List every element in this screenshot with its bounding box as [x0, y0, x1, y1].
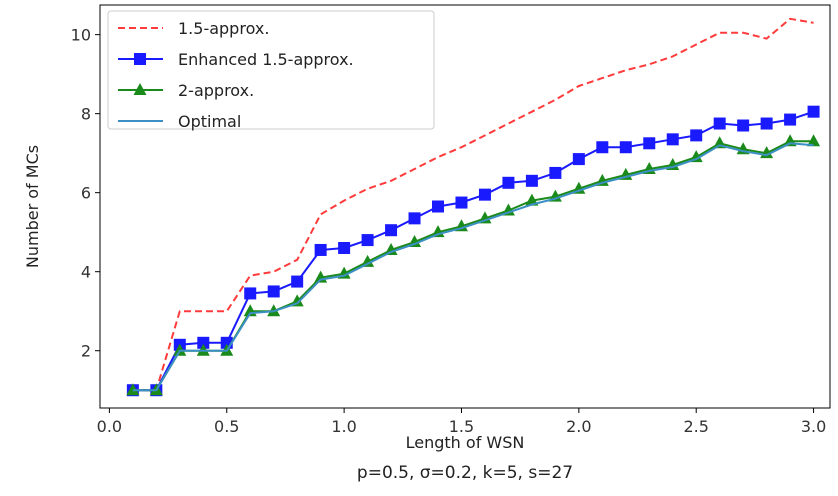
- data-point-enhanced-1-5-approx: [291, 275, 304, 288]
- data-point-enhanced-1-5-approx: [713, 117, 726, 130]
- data-point-enhanced-1-5-approx: [244, 287, 257, 300]
- data-point-enhanced-1-5-approx: [807, 105, 820, 118]
- data-point-enhanced-1-5-approx: [197, 336, 210, 349]
- data-point-enhanced-1-5-approx: [525, 174, 538, 187]
- x-axis-label: Length of WSN: [406, 433, 525, 452]
- data-point-enhanced-1-5-approx: [314, 243, 327, 256]
- series-line-1-5-approx: [132, 17, 814, 392]
- legend-label: 1.5-approx.: [178, 19, 269, 38]
- x-tick-label: 3.0: [801, 417, 826, 436]
- y-tick-label: 10: [71, 26, 91, 45]
- y-tick-label: 6: [81, 184, 91, 203]
- data-point-enhanced-1-5-approx: [572, 153, 585, 166]
- y-tick-label: 8: [81, 105, 91, 124]
- series-optimal: [132, 142, 814, 392]
- legend-item-enhanced-1-5-approx: Enhanced 1.5-approx.: [118, 50, 354, 69]
- legend-item-optimal: Optimal: [118, 112, 241, 131]
- data-point-2-approx: [572, 181, 586, 194]
- data-point-2-approx: [384, 242, 398, 255]
- data-point-enhanced-1-5-approx: [643, 137, 656, 150]
- data-point-enhanced-1-5-approx: [478, 188, 491, 201]
- series-2-approx: [126, 134, 821, 396]
- x-tick-label: 2.5: [683, 417, 708, 436]
- x-tick-label: 1.0: [331, 417, 356, 436]
- data-point-enhanced-1-5-approx: [549, 166, 562, 179]
- legend-label: Optimal: [178, 112, 241, 131]
- data-point-enhanced-1-5-approx: [737, 119, 750, 132]
- legend-item-1-5-approx: 1.5-approx.: [118, 19, 269, 38]
- series-line-enhanced-1-5-approx: [132, 110, 814, 392]
- data-point-enhanced-1-5-approx: [385, 224, 398, 237]
- plot-frame: [99, 4, 831, 409]
- x-tick-label: 0.0: [97, 417, 122, 436]
- y-axis: 2 4 6 8 10: [71, 26, 100, 361]
- series-line-optimal: [132, 142, 814, 392]
- series-layer: [126, 17, 821, 397]
- legend-label: 2-approx.: [178, 81, 254, 100]
- data-point-2-approx: [525, 193, 539, 206]
- data-point-enhanced-1-5-approx: [760, 117, 773, 130]
- data-point-enhanced-1-5-approx: [784, 113, 797, 126]
- data-point-enhanced-1-5-approx: [690, 129, 703, 142]
- data-point-enhanced-1-5-approx: [361, 234, 374, 247]
- data-point-enhanced-1-5-approx: [338, 241, 351, 254]
- data-point-enhanced-1-5-approx: [408, 212, 421, 225]
- y-tick-label: 4: [81, 263, 91, 282]
- legend-marker: [134, 53, 146, 65]
- data-point-enhanced-1-5-approx: [267, 285, 280, 298]
- data-point-2-approx: [361, 254, 375, 267]
- x-tick-label: 2.0: [566, 417, 591, 436]
- data-point-enhanced-1-5-approx: [455, 196, 468, 209]
- data-point-2-approx: [478, 211, 492, 224]
- chart-caption: p=0.5, σ=0.2, k=5, s=27: [357, 463, 573, 483]
- legend: 1.5-approx. Enhanced 1.5-approx. 2-approx.…: [107, 10, 435, 131]
- legend-box: [107, 10, 435, 130]
- data-point-2-approx: [126, 383, 140, 396]
- x-tick-label: 0.5: [214, 417, 239, 436]
- data-point-2-approx: [689, 150, 703, 163]
- x-axis: 0.0 0.5 1.0 1.5 2.0 2.5 3.0: [97, 408, 826, 436]
- data-point-enhanced-1-5-approx: [666, 133, 679, 146]
- data-point-enhanced-1-5-approx: [596, 141, 609, 154]
- data-point-enhanced-1-5-approx: [502, 176, 515, 189]
- legend-marker: [133, 83, 147, 95]
- data-point-2-approx: [290, 294, 304, 307]
- data-point-2-approx: [807, 134, 821, 147]
- data-point-enhanced-1-5-approx: [432, 200, 445, 213]
- series-1-5-approx: [132, 17, 814, 392]
- legend-label: Enhanced 1.5-approx.: [178, 50, 354, 69]
- x-tick-label: 1.5: [449, 417, 474, 436]
- data-point-enhanced-1-5-approx: [619, 141, 632, 154]
- y-tick-label: 2: [81, 342, 91, 361]
- series-line-2-approx: [132, 140, 814, 392]
- legend-item-2-approx: 2-approx.: [118, 81, 254, 100]
- y-axis-label: Number of MCs: [23, 145, 42, 268]
